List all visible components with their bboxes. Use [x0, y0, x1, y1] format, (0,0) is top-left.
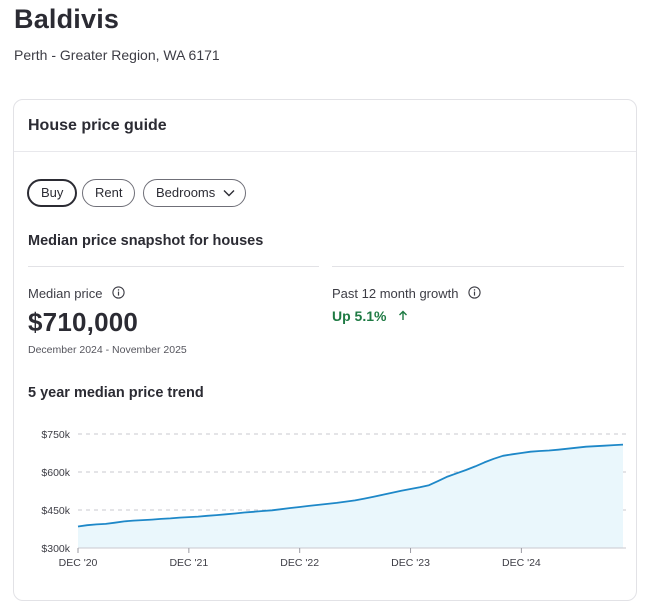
suburb-title: Baldivis: [14, 4, 120, 34]
growth-label-text: Past 12 month growth: [332, 286, 459, 301]
trend-line: [77, 443, 624, 528]
trend-area: [78, 444, 623, 548]
growth-value-text: Up 5.1%: [332, 308, 387, 324]
y-tick-label: $300k: [41, 543, 70, 555]
house-price-guide-card: House price guide Buy Rent Bedrooms Medi…: [13, 99, 637, 601]
rent-filter-button[interactable]: Rent: [82, 179, 136, 207]
snapshot-divider-left: [28, 266, 319, 267]
y-tick-label: $750k: [41, 429, 70, 441]
snapshot-divider-right: [332, 266, 624, 267]
bedrooms-dropdown[interactable]: Bedrooms: [143, 179, 246, 207]
card-divider: [14, 151, 636, 152]
rent-filter-label: Rent: [95, 185, 123, 200]
info-icon[interactable]: [468, 285, 481, 302]
growth-label: Past 12 month growth: [332, 285, 481, 302]
y-tick-label: $600k: [41, 467, 70, 479]
buy-filter-button[interactable]: Buy: [27, 179, 78, 207]
median-price-label: Median price: [28, 285, 125, 302]
bedrooms-dropdown-label: Bedrooms: [156, 185, 216, 200]
x-tick-label: DEC '21: [169, 557, 208, 569]
median-price-value: $710,000: [28, 307, 139, 337]
x-tick-label: DEC '23: [391, 557, 430, 569]
median-price-period: December 2024 - November 2025: [28, 344, 187, 356]
price-trend-chart: $750k $600k $450k $300k DEC '20 DEC '21 DEC '2…: [41, 429, 626, 569]
x-tick-label: DEC '20: [59, 557, 98, 569]
chevron-down-icon: [223, 180, 235, 206]
growth-value: Up 5.1%: [332, 308, 408, 324]
trend-title: 5 year median price trend: [28, 385, 204, 401]
info-icon[interactable]: [112, 285, 125, 302]
buy-filter-label: Buy: [41, 185, 64, 200]
card-title: House price guide: [28, 117, 167, 134]
suburb-region: Perth - Greater Region, WA 6171: [14, 47, 220, 63]
x-tick-label: DEC '24: [502, 557, 541, 569]
arrow-up-icon: [398, 308, 408, 324]
y-tick-label: $450k: [41, 505, 70, 517]
x-tick-label: DEC '22: [280, 557, 319, 569]
median-price-label-text: Median price: [28, 286, 103, 301]
snapshot-title: Median price snapshot for houses: [28, 233, 264, 249]
